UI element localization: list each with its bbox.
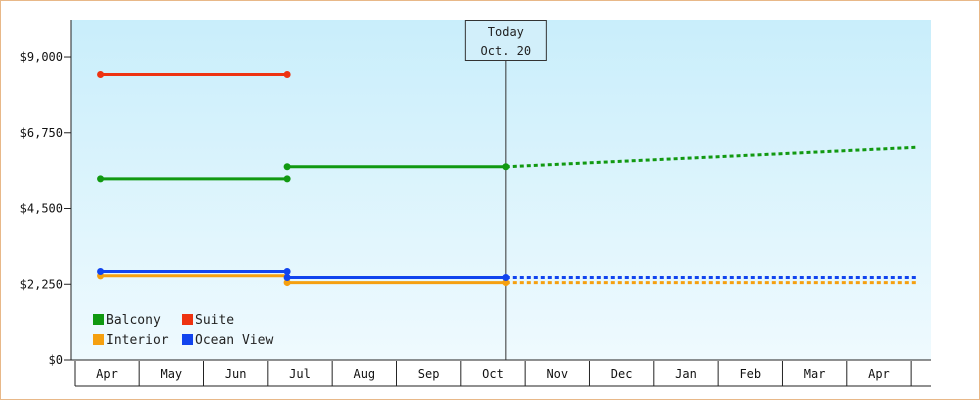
legend-swatch-suite [182, 314, 193, 325]
data-point-ocean-view [97, 267, 105, 275]
y-tick-label: $0 [49, 353, 63, 367]
legend-swatch-ocean-view [182, 334, 193, 345]
legend-swatch-balcony [93, 314, 104, 325]
data-point-interior [283, 279, 291, 287]
legend-label-ocean-view: Ocean View [195, 333, 273, 348]
x-tick-label: Mar [804, 367, 826, 381]
x-tick-label: May [160, 367, 182, 381]
x-tick-label: Jul [289, 367, 311, 381]
x-tick-label: Nov [546, 367, 568, 381]
data-point-ocean-view [283, 274, 291, 282]
x-tick-label: Aug [353, 367, 375, 381]
legend-label-balcony: Balcony [106, 313, 161, 328]
x-tick-label: Apr [96, 367, 118, 381]
legend-label-suite: Suite [195, 313, 234, 328]
x-axis: Apr May Jun Jul Aug Sep Oct Nov Dec Jan Feb Mar Apr [71, 359, 931, 387]
y-tick-label: $4,500 [20, 202, 63, 216]
legend-swatch-interior [93, 334, 104, 345]
x-tick-label: Feb [739, 367, 761, 381]
x-tick-label: Jun [225, 367, 247, 381]
y-axis: $0 $2,250 $4,500 $6,750 $9,000 [20, 20, 72, 367]
data-point-balcony [97, 175, 105, 183]
plot-background [71, 20, 931, 360]
data-point-balcony [502, 163, 510, 171]
data-point-balcony [283, 163, 291, 171]
today-date: Oct. 20 [481, 44, 532, 58]
data-point-suite [283, 71, 291, 79]
data-point-ocean-view [283, 267, 291, 275]
legend-label-interior: Interior [106, 333, 169, 348]
y-tick-label: $9,000 [20, 50, 63, 64]
data-point-interior [502, 279, 510, 287]
data-point-ocean-view [502, 274, 510, 282]
data-point-balcony [283, 175, 291, 183]
series-markers [97, 71, 510, 287]
data-point-suite [97, 71, 105, 79]
today-marker: Today Oct. 20 [464, 20, 547, 360]
today-label: Today [488, 25, 524, 39]
x-tick-label: Dec [611, 367, 633, 381]
y-tick-label: $2,250 [20, 277, 63, 291]
x-tick-label: Oct [482, 367, 504, 381]
x-tick-label: Sep [418, 367, 440, 381]
x-tick-label: Apr [868, 367, 890, 381]
series-line-balcony [505, 145, 918, 169]
series-lines [100, 73, 918, 285]
y-tick-label: $6,750 [20, 126, 63, 140]
x-tick-label: Jan [675, 367, 697, 381]
legend: Balcony Suite Interior Ocean View [93, 313, 273, 348]
today-box [464, 20, 547, 61]
